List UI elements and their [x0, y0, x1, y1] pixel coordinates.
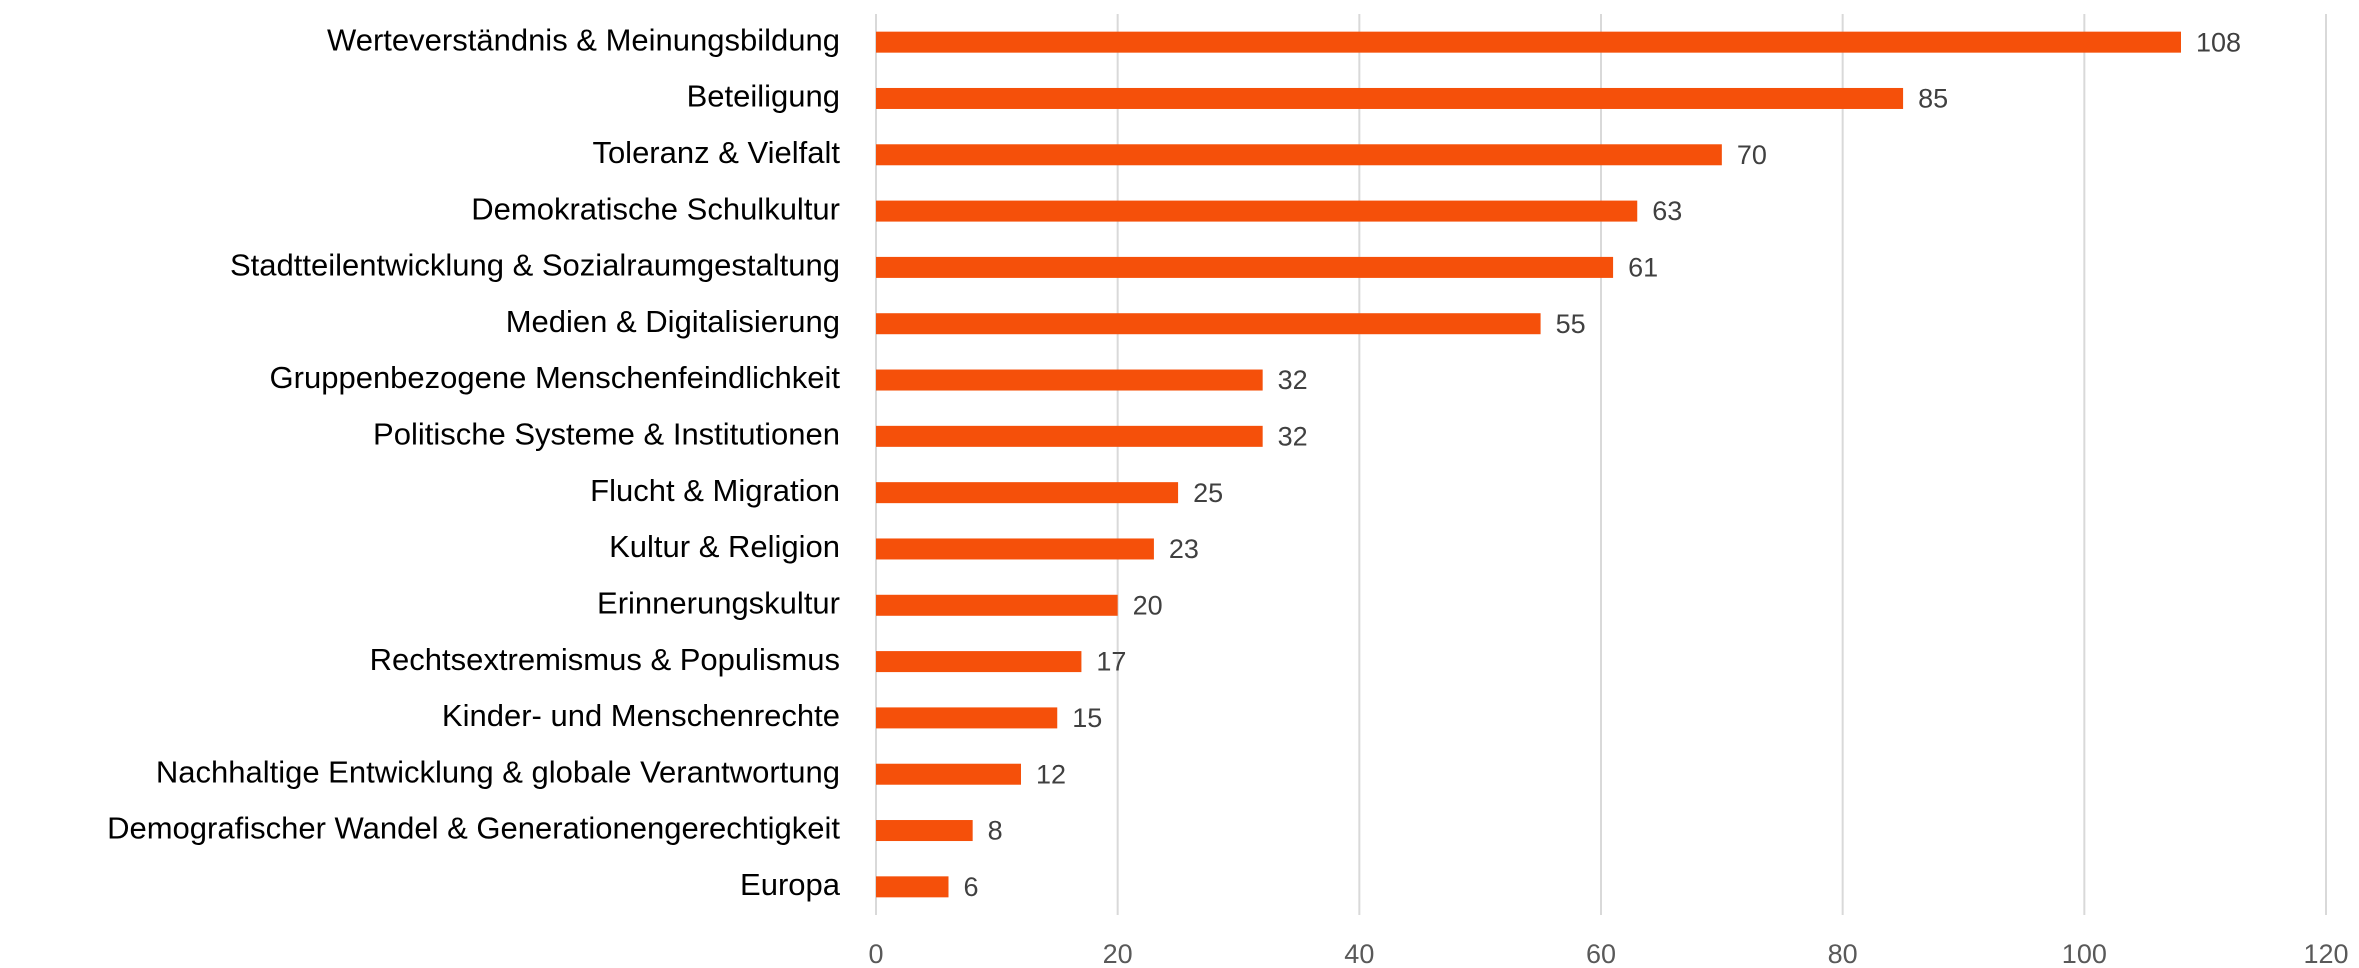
- value-label: 85: [1918, 84, 1948, 114]
- bar: [876, 763, 1021, 785]
- bar: [876, 369, 1263, 391]
- bar: [876, 538, 1154, 560]
- value-label: 15: [1072, 703, 1102, 733]
- value-label: 25: [1193, 478, 1223, 508]
- y-tick-label: Rechtsextremismus & Populismus: [370, 642, 840, 677]
- bar: [876, 200, 1638, 222]
- y-tick-label: Europa: [740, 867, 841, 902]
- x-tick-label: 80: [1828, 939, 1858, 968]
- x-tick-label: 120: [2303, 939, 2348, 968]
- x-tick-label: 20: [1103, 939, 1133, 968]
- value-label: 32: [1278, 421, 1308, 451]
- value-label: 70: [1737, 140, 1767, 170]
- y-tick-label: Demokratische Schulkultur: [471, 191, 840, 226]
- bar: [876, 820, 973, 842]
- value-label: 23: [1169, 534, 1199, 564]
- value-label: 17: [1096, 647, 1126, 677]
- y-tick-label: Toleranz & Vielfalt: [592, 135, 840, 170]
- y-tick-label: Werteverständnis & Meinungsbildung: [327, 22, 840, 57]
- value-label: 108: [2196, 27, 2241, 57]
- bar: [876, 482, 1179, 504]
- y-tick-label: Stadtteilentwicklung & Sozialraumgestalt…: [230, 248, 840, 283]
- bar: [876, 876, 949, 898]
- value-label: 32: [1278, 365, 1308, 395]
- y-tick-label: Gruppenbezogene Menschenfeindlichkeit: [270, 360, 841, 395]
- y-tick-label: Medien & Digitalisierung: [506, 304, 840, 339]
- x-tick-label: 100: [2062, 939, 2107, 968]
- y-tick-label: Politische Systeme & Institutionen: [373, 417, 840, 452]
- bar: [876, 707, 1058, 729]
- bar: [876, 87, 1904, 109]
- value-label: 61: [1628, 253, 1658, 283]
- bar: [876, 594, 1118, 616]
- bar: [876, 651, 1082, 673]
- bar: [876, 256, 1614, 278]
- x-tick-label: 40: [1344, 939, 1374, 968]
- value-label: 12: [1036, 759, 1066, 789]
- y-tick-label: Kinder- und Menschenrechte: [442, 698, 840, 733]
- x-tick-label: 60: [1586, 939, 1616, 968]
- y-tick-label: Nachhaltige Entwicklung & globale Verant…: [156, 754, 840, 789]
- value-label: 20: [1133, 590, 1163, 620]
- y-tick-label: Beteiligung: [687, 79, 840, 114]
- value-label: 8: [988, 816, 1003, 846]
- value-label: 63: [1652, 196, 1682, 226]
- y-tick-label: Erinnerungskultur: [597, 585, 840, 620]
- bar: [876, 313, 1541, 335]
- value-label: 55: [1556, 309, 1586, 339]
- y-tick-label: Flucht & Migration: [590, 473, 840, 508]
- bar: [876, 425, 1263, 447]
- y-tick-label: Kultur & Religion: [609, 529, 840, 564]
- value-label: 6: [964, 872, 979, 902]
- bar: [876, 31, 2181, 53]
- bar: [876, 144, 1722, 166]
- x-tick-label: 0: [868, 939, 883, 968]
- y-tick-label: Demografischer Wandel & Generationengere…: [107, 811, 840, 846]
